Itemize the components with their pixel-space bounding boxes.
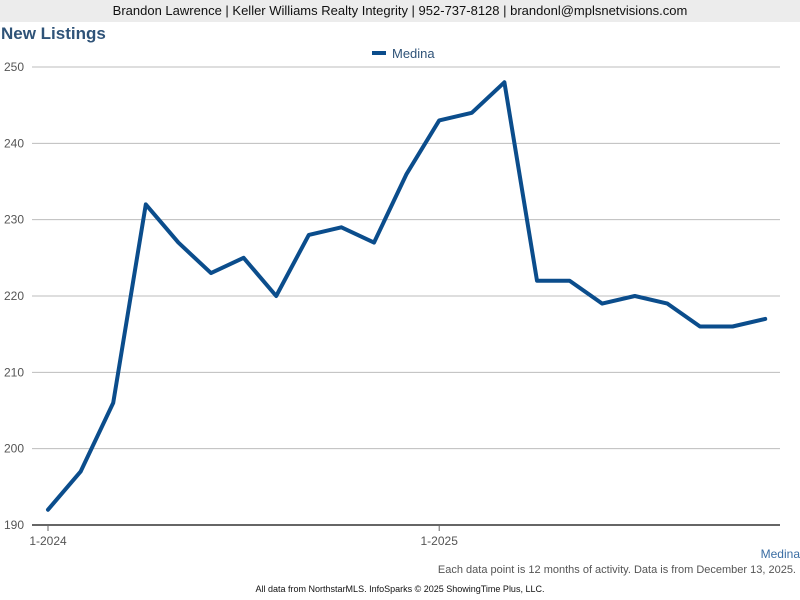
data-point xyxy=(568,279,572,283)
series-lines xyxy=(46,80,768,512)
agent-contact-bar: Brandon Lawrence | Keller Williams Realt… xyxy=(0,0,800,22)
chart-title: New Listings xyxy=(1,24,106,43)
data-point xyxy=(633,294,637,298)
series-tag: Medina xyxy=(760,547,800,561)
y-tick-label: 220 xyxy=(4,289,24,303)
data-point xyxy=(600,302,604,306)
data-point xyxy=(372,241,376,245)
y-tick-label: 250 xyxy=(4,60,24,74)
footer-credit: All data from NorthstarMLS. InfoSparks ©… xyxy=(255,584,545,594)
data-point xyxy=(698,325,702,329)
data-point xyxy=(242,256,246,260)
legend-label: Medina xyxy=(392,46,435,61)
data-point xyxy=(763,317,767,321)
y-tick-label: 210 xyxy=(4,365,24,379)
x-tick-label: 1-2024 xyxy=(29,534,67,548)
axes: 190 200 210 220 230 240 250 1-2024 1-2025 xyxy=(4,60,780,548)
data-point xyxy=(665,302,669,306)
y-tick-label: 200 xyxy=(4,442,24,456)
data-point xyxy=(274,294,278,298)
legend-swatch xyxy=(372,51,386,55)
data-point xyxy=(405,172,409,176)
data-point xyxy=(339,225,343,229)
data-point xyxy=(307,233,311,237)
data-point xyxy=(176,241,180,245)
data-point xyxy=(470,111,474,115)
data-point xyxy=(731,325,735,329)
data-point xyxy=(535,279,539,283)
legend: Medina xyxy=(372,46,435,61)
data-note: Each data point is 12 months of activity… xyxy=(437,564,796,576)
data-point xyxy=(111,401,115,405)
y-tick-label: 190 xyxy=(4,518,24,532)
y-tick-label: 240 xyxy=(4,136,24,150)
data-point xyxy=(144,202,148,206)
gridlines xyxy=(32,66,780,450)
data-point xyxy=(437,118,441,122)
data-point xyxy=(46,508,50,512)
data-point xyxy=(502,80,506,84)
y-tick-label: 230 xyxy=(4,213,24,227)
data-point xyxy=(79,470,83,474)
x-tick-label: 1-2025 xyxy=(421,534,459,548)
data-point xyxy=(209,271,213,275)
